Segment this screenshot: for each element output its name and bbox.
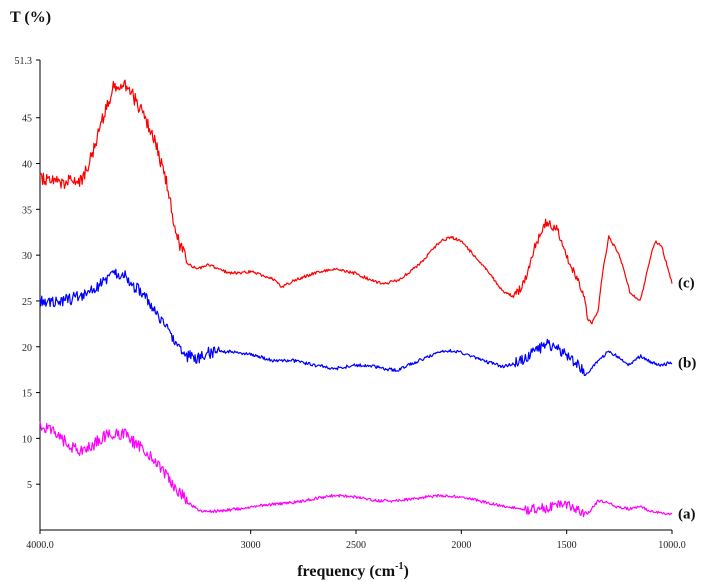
- x-tick-label: 2000: [451, 540, 471, 551]
- y-tick-label: 20: [22, 343, 32, 354]
- x-axis-label-main: frequency (cm: [297, 563, 396, 580]
- series-label-a: (a): [678, 507, 696, 523]
- y-tick-label: 35: [22, 205, 32, 216]
- axes: [39, 60, 672, 531]
- series-layer: [39, 79, 673, 518]
- y-tick-label: 30: [22, 251, 32, 262]
- series-label-c: (c): [678, 276, 695, 292]
- x-tick-label: 4000.0: [26, 540, 54, 551]
- y-tick-label: 45: [22, 114, 32, 125]
- y-tick-label: 25: [22, 297, 32, 308]
- x-tick-label: 1500: [557, 540, 577, 551]
- y-tick-label: 10: [22, 434, 32, 445]
- y-ticks: 5 10 15 20 25 30 35 40 45 51.3: [15, 56, 40, 491]
- annotation-layer: (c) (b) (a): [678, 276, 696, 523]
- y-axis-label: T (%): [10, 9, 51, 26]
- x-tick-label: 1000.0: [658, 540, 686, 551]
- x-tick-label: 3000: [241, 540, 261, 551]
- y-tick-label: 15: [22, 389, 32, 400]
- x-tick-label: 2500: [346, 540, 366, 551]
- series-label-b: (b): [678, 355, 696, 371]
- y-tick-label: 40: [22, 160, 32, 171]
- series-line-a: [39, 421, 673, 518]
- x-axis-label-superscript: -1: [395, 561, 403, 572]
- series-line-b: [39, 268, 673, 377]
- x-ticks: 4000.0 3000 2500 2000 1500 1000.0: [26, 530, 686, 551]
- series-line-c: [39, 79, 673, 325]
- y-tick-label: 5: [27, 480, 32, 491]
- y-tick-label: 51.3: [15, 56, 33, 67]
- x-axis-label: frequency (cm-1): [297, 561, 409, 580]
- x-axis-label-close: ): [403, 563, 408, 580]
